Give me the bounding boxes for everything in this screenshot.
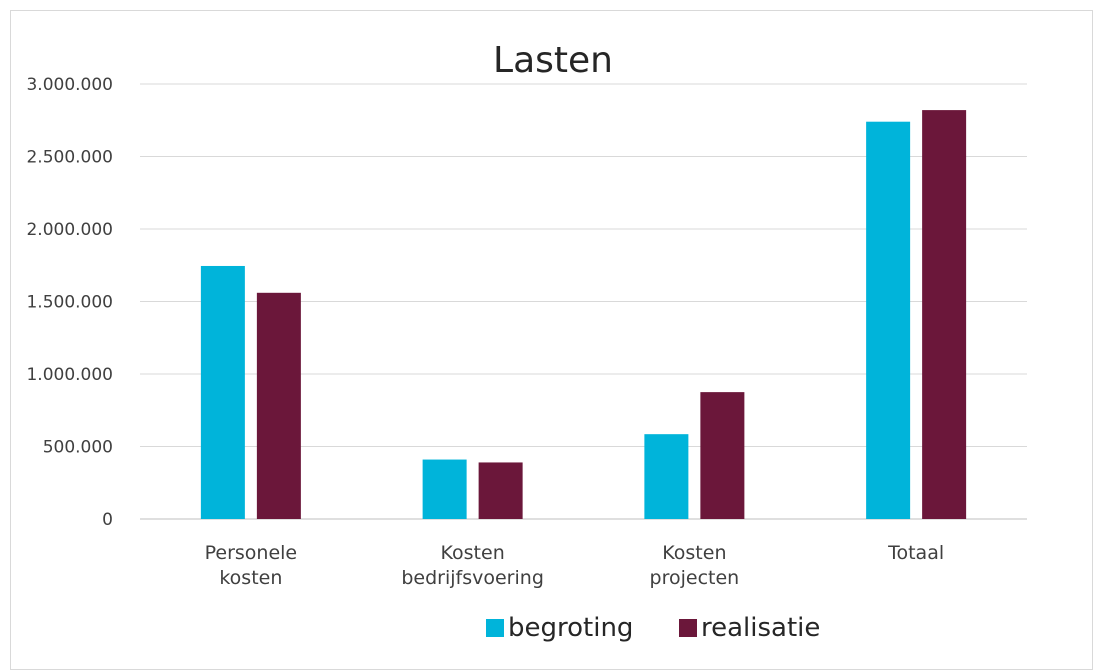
- y-tick-label: 1.500.000: [26, 293, 113, 313]
- bar-begroting: [200, 265, 245, 519]
- y-tick-label: 500.000: [43, 438, 113, 458]
- legend-label-begroting: begroting: [508, 613, 633, 643]
- y-tick-label: 1.000.000: [26, 365, 113, 385]
- bar-begroting: [866, 121, 911, 519]
- y-tick-label: 2.500.000: [26, 148, 113, 168]
- bar-chart: Lasten 0 500.000 1.000.000 1.500.000 2.000.0…: [26, 40, 1027, 643]
- x-tick-label: Personele kosten: [205, 542, 298, 589]
- bar-realisatie: [700, 392, 745, 519]
- bar-realisatie: [256, 292, 301, 519]
- y-tick-label: 2.000.000: [26, 220, 113, 240]
- bar-realisatie: [922, 110, 967, 519]
- x-tick-label: Kosten projecten: [650, 542, 740, 589]
- x-tick-label: Totaal: [887, 542, 944, 564]
- legend-swatch-begroting: [486, 619, 504, 637]
- chart-title: Lasten: [493, 40, 613, 81]
- y-axis: 0 500.000 1.000.000 1.500.000 2.000.000 2.500…: [26, 75, 113, 530]
- y-tick-label: 0: [102, 510, 113, 530]
- bar-begroting: [644, 434, 689, 519]
- bar-realisatie: [478, 462, 523, 519]
- x-axis: Personele kosten Kosten bedrijfsvoering Kost…: [205, 542, 945, 589]
- bar-begroting: [422, 459, 467, 519]
- legend-swatch-realisatie: [679, 619, 697, 637]
- legend: begroting realisatie: [486, 613, 820, 643]
- x-tick-label: Kosten bedrijfsvoering: [401, 542, 544, 589]
- bars: [200, 110, 967, 519]
- legend-label-realisatie: realisatie: [701, 613, 820, 643]
- y-tick-label: 3.000.000: [26, 75, 113, 95]
